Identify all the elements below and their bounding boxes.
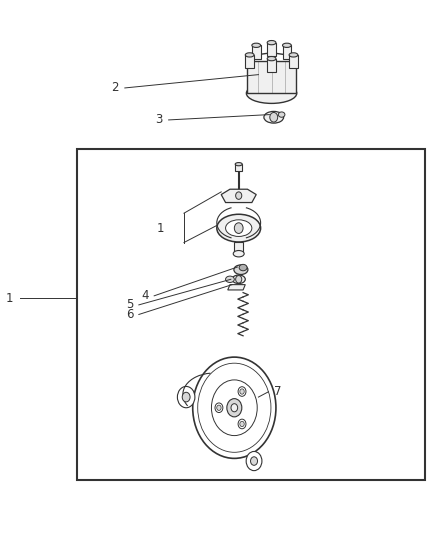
Bar bbox=[235, 164, 242, 171]
Ellipse shape bbox=[217, 214, 261, 242]
Polygon shape bbox=[247, 61, 296, 93]
Circle shape bbox=[270, 112, 278, 122]
Circle shape bbox=[246, 451, 262, 471]
Text: 4: 4 bbox=[141, 289, 149, 302]
Circle shape bbox=[236, 192, 242, 199]
Circle shape bbox=[177, 386, 195, 408]
Circle shape bbox=[231, 403, 238, 412]
Circle shape bbox=[240, 421, 244, 426]
Ellipse shape bbox=[289, 53, 298, 57]
Circle shape bbox=[240, 389, 244, 394]
Bar bbox=[77, 149, 425, 480]
Circle shape bbox=[234, 223, 243, 233]
Ellipse shape bbox=[267, 41, 276, 45]
Polygon shape bbox=[228, 285, 245, 290]
Ellipse shape bbox=[278, 112, 285, 117]
Text: 1: 1 bbox=[6, 292, 13, 305]
Circle shape bbox=[238, 419, 246, 429]
Bar bbox=[283, 45, 291, 59]
Circle shape bbox=[217, 405, 221, 410]
Ellipse shape bbox=[233, 251, 244, 257]
Ellipse shape bbox=[245, 53, 254, 57]
Ellipse shape bbox=[232, 275, 245, 284]
Text: 5: 5 bbox=[126, 298, 134, 311]
Circle shape bbox=[182, 392, 190, 402]
Ellipse shape bbox=[226, 276, 234, 282]
Text: 7: 7 bbox=[274, 385, 281, 398]
Ellipse shape bbox=[235, 163, 242, 166]
Bar bbox=[245, 55, 254, 68]
Text: 1: 1 bbox=[157, 222, 164, 235]
Ellipse shape bbox=[252, 43, 261, 47]
Bar bbox=[267, 59, 276, 72]
Bar bbox=[252, 45, 261, 59]
Polygon shape bbox=[221, 189, 256, 203]
Text: 2: 2 bbox=[111, 82, 118, 94]
Circle shape bbox=[227, 399, 242, 417]
Ellipse shape bbox=[267, 56, 276, 61]
Circle shape bbox=[251, 457, 258, 465]
Bar bbox=[289, 55, 298, 68]
Circle shape bbox=[236, 276, 242, 283]
Bar bbox=[234, 242, 243, 252]
Ellipse shape bbox=[226, 220, 252, 237]
Ellipse shape bbox=[283, 43, 291, 47]
Ellipse shape bbox=[246, 83, 297, 103]
Ellipse shape bbox=[234, 265, 248, 274]
Circle shape bbox=[193, 357, 276, 458]
Circle shape bbox=[215, 403, 223, 413]
Ellipse shape bbox=[239, 264, 247, 271]
Circle shape bbox=[238, 387, 246, 397]
Ellipse shape bbox=[264, 111, 284, 123]
Bar bbox=[267, 43, 276, 56]
Text: 3: 3 bbox=[155, 114, 162, 126]
Text: 6: 6 bbox=[126, 308, 134, 321]
